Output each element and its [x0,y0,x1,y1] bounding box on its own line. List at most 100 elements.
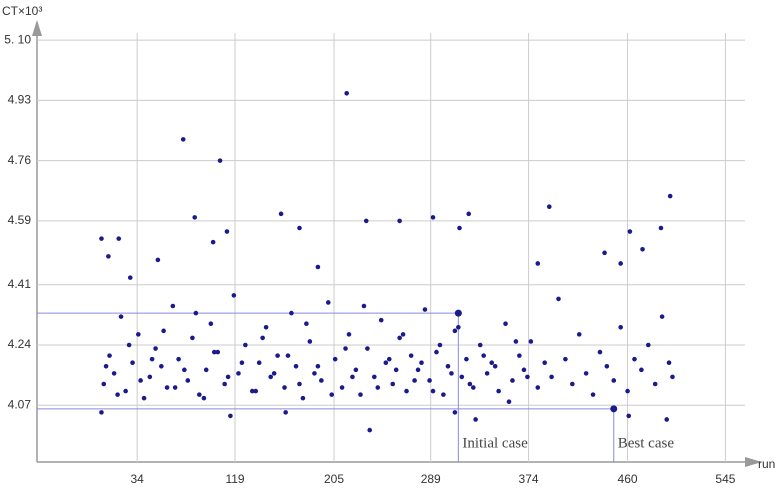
point [275,353,280,358]
point [243,342,248,348]
point [260,335,265,341]
point [253,388,259,394]
point [159,363,164,369]
point [268,374,273,380]
point [319,378,324,383]
point [393,367,399,373]
point [307,339,313,344]
x-tick-label: 119 [225,472,244,486]
point [535,385,541,390]
point [670,374,675,380]
point [329,392,335,397]
point [358,392,363,397]
point [153,346,158,351]
point [430,388,436,394]
point [180,137,186,142]
point [415,367,421,373]
point [215,349,221,355]
point [390,381,396,387]
point [412,378,417,383]
point [118,314,124,319]
point [667,193,673,199]
point [293,363,299,369]
point [452,410,458,415]
point [556,296,561,302]
point [193,310,199,316]
point [361,303,367,309]
point [659,314,665,319]
point [141,395,147,401]
y-axis-label: CT×10³ [2,4,42,18]
point [604,363,610,369]
point [99,236,104,241]
y-tick-label: 4.76 [8,153,32,167]
point [222,381,227,387]
point [217,158,223,163]
point [639,367,644,373]
point [332,356,338,362]
point [496,388,501,394]
point [506,399,512,405]
point [477,342,483,348]
point [452,328,458,334]
point [597,349,603,355]
point [437,342,443,348]
point [278,211,284,217]
point [457,225,462,231]
point [583,371,589,376]
point [197,392,202,397]
point [350,374,355,380]
point [201,395,207,401]
point [492,363,498,369]
point [375,385,381,390]
point [353,367,359,373]
point [625,388,630,394]
point [164,385,170,390]
point [422,307,428,312]
point [123,388,128,394]
point [459,374,465,380]
annotation-text: Initial case [462,435,528,451]
point [170,303,176,309]
x-tick-label: 460 [618,472,638,486]
point [236,371,241,376]
point [503,321,508,327]
point [404,388,409,394]
point [408,353,414,358]
point [192,215,198,220]
point [161,328,166,334]
point [228,413,233,419]
point [282,385,287,390]
point [658,225,664,231]
point [224,229,230,234]
point [271,371,277,376]
point [464,356,469,362]
y-tick-label: 5. 10 [4,32,31,46]
point [535,261,541,266]
point [203,367,209,373]
point [283,410,288,415]
point [315,264,321,270]
point [116,236,122,241]
point [434,349,439,355]
point [570,381,575,387]
point [130,360,135,366]
point [285,353,291,358]
point [626,413,632,419]
point [339,385,345,390]
point [297,225,302,231]
point [618,324,623,330]
point [542,360,547,366]
point [397,218,402,224]
point [185,378,191,383]
point [445,363,451,369]
point [666,360,672,366]
point [471,385,476,390]
point [513,339,519,344]
point [289,310,294,316]
point [344,90,349,96]
point [211,349,217,355]
point [427,378,432,383]
point [106,254,111,259]
point [525,374,530,380]
